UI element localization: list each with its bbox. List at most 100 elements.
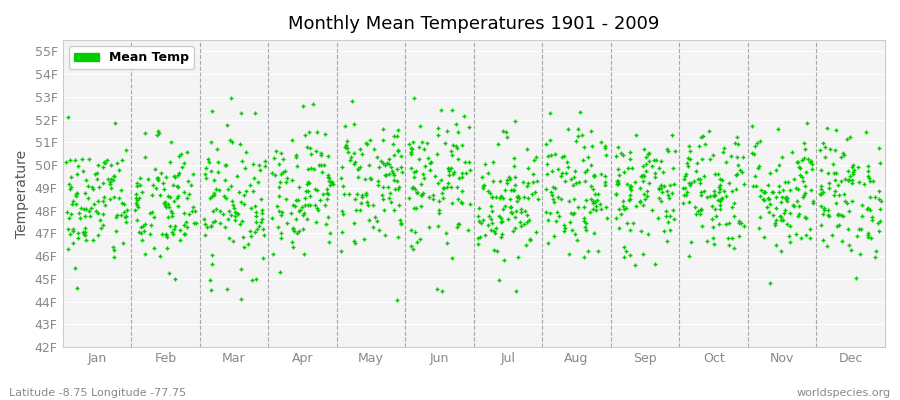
Point — [695, 156, 709, 163]
Point — [514, 223, 528, 230]
Point — [218, 162, 232, 168]
Point — [163, 223, 177, 229]
Point — [860, 231, 875, 238]
Point — [609, 153, 624, 159]
Point — [347, 150, 362, 156]
Point — [801, 156, 815, 162]
Point — [642, 150, 656, 156]
Point — [835, 150, 850, 156]
Point — [866, 178, 880, 185]
Point — [623, 196, 637, 202]
Point — [71, 235, 86, 241]
Point — [110, 212, 124, 218]
Point — [356, 236, 371, 242]
Point — [78, 229, 93, 235]
Point — [375, 196, 390, 202]
Point — [120, 207, 134, 214]
Point — [842, 241, 856, 248]
Point — [626, 220, 640, 227]
Point — [545, 184, 560, 190]
Point — [693, 176, 707, 182]
Point — [233, 220, 248, 227]
Point — [114, 212, 129, 219]
Point — [130, 200, 144, 206]
Point — [577, 143, 591, 150]
Point — [693, 180, 707, 186]
Point — [278, 168, 293, 175]
Point — [727, 212, 742, 219]
Point — [634, 173, 648, 180]
Point — [82, 208, 96, 214]
Point — [117, 214, 131, 221]
Point — [451, 156, 465, 162]
Point — [171, 184, 185, 191]
Point — [205, 108, 220, 114]
Point — [806, 198, 820, 204]
Point — [66, 228, 80, 235]
Point — [477, 161, 491, 167]
Point — [594, 206, 608, 212]
Point — [510, 194, 525, 200]
Point — [81, 156, 95, 162]
Point — [73, 215, 87, 222]
Point — [662, 182, 677, 188]
Point — [544, 168, 559, 174]
Point — [771, 126, 786, 132]
Point — [144, 222, 158, 228]
Point — [428, 173, 443, 179]
Point — [511, 193, 526, 199]
Point — [842, 173, 857, 179]
Point — [652, 185, 666, 191]
Point — [445, 255, 459, 262]
Point — [843, 246, 858, 253]
Point — [757, 196, 771, 203]
Point — [873, 160, 887, 166]
Point — [514, 208, 528, 215]
Point — [680, 189, 694, 195]
Point — [527, 157, 542, 164]
Point — [722, 179, 736, 186]
Point — [359, 192, 374, 198]
Point — [70, 171, 85, 178]
Point — [81, 183, 95, 189]
Point — [313, 150, 328, 156]
Point — [494, 231, 508, 238]
Point — [292, 184, 307, 190]
Point — [115, 156, 130, 163]
Point — [680, 160, 695, 166]
Point — [382, 156, 396, 162]
Point — [846, 167, 860, 173]
Point — [166, 230, 180, 237]
Point — [239, 188, 254, 194]
Point — [322, 178, 337, 184]
Point — [661, 219, 675, 226]
Point — [695, 223, 709, 229]
Point — [359, 141, 374, 148]
Point — [572, 132, 586, 139]
Point — [138, 154, 152, 160]
Point — [793, 172, 807, 178]
Point — [730, 170, 744, 177]
Point — [861, 205, 876, 211]
Point — [210, 145, 224, 152]
Point — [661, 148, 675, 154]
Point — [617, 244, 632, 250]
Point — [299, 188, 313, 194]
Point — [783, 209, 797, 216]
Point — [452, 174, 466, 181]
Point — [608, 190, 623, 197]
Point — [567, 210, 581, 216]
Point — [220, 122, 234, 128]
Point — [113, 187, 128, 194]
Point — [77, 213, 92, 220]
Point — [228, 209, 242, 216]
Point — [322, 175, 337, 181]
Point — [558, 178, 572, 184]
Point — [320, 196, 334, 202]
Point — [683, 182, 698, 188]
Point — [682, 199, 697, 205]
Point — [637, 172, 652, 179]
Point — [255, 207, 269, 214]
Point — [541, 153, 555, 159]
Point — [265, 170, 279, 176]
